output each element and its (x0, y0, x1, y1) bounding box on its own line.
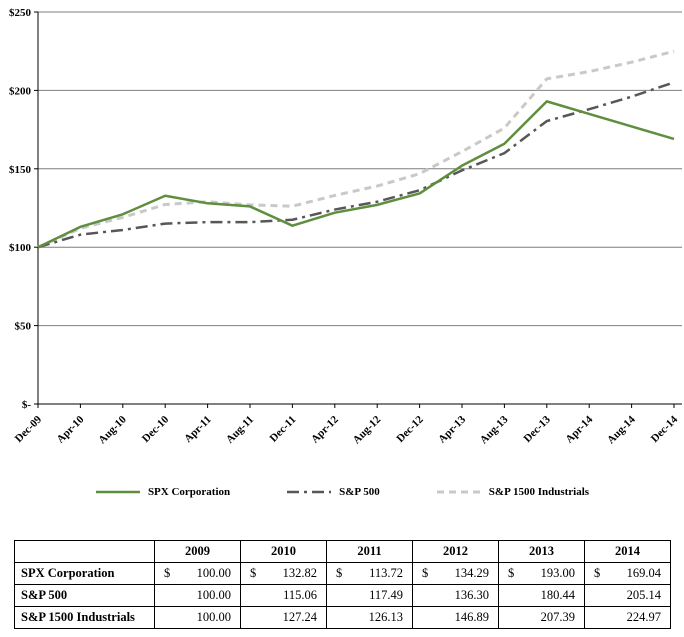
table-row: S&P 500 100.00 115.06 117.49 136.30 180.… (14, 584, 671, 607)
currency-symbol: $ (250, 566, 257, 580)
table-value: 193.00 (540, 566, 575, 580)
table-value: 169.04 (626, 566, 661, 580)
table-value-cell: $100.00 (154, 562, 241, 585)
x-axis-label: Dec-11 (268, 414, 299, 445)
series-line-s-p-1500-industrials (37, 49, 675, 249)
y-axis-label: $250 (9, 7, 32, 19)
performance-chart: $- $50 $100 $150 $200 $250 Dec-09 Apr-10 Aug-10 D… (9, 7, 682, 446)
table-value-cell: 136.30 (412, 584, 499, 607)
x-axis-label: Apr-13 (436, 413, 468, 445)
table-value-cell: 126.13 (326, 606, 413, 629)
table-header-cell: 2014 (584, 540, 671, 563)
y-axis-label: $150 (9, 164, 32, 176)
table-row: S&P 1500 Industrials 100.00 127.24 126.1… (14, 606, 671, 629)
table-value-cell: $113.72 (326, 562, 413, 585)
legend-item: S&P 1500 Industrials (436, 486, 589, 498)
table-value: 100.00 (196, 566, 231, 580)
x-axis-label: Dec-10 (140, 413, 172, 445)
series-line-spx-corporation (37, 100, 675, 249)
legend-label: S&P 500 (339, 486, 380, 498)
x-axis-label: Apr-14 (563, 413, 595, 445)
table-area: 2009 2010 2011 2012 2013 2014 SPX Corpor… (14, 540, 671, 629)
legend-line-swatch (95, 490, 140, 494)
table-header-cell (14, 540, 155, 563)
performance-table: 2009 2010 2011 2012 2013 2014 SPX Corpor… (14, 540, 671, 629)
table-value-cell: $134.29 (412, 562, 499, 585)
currency-symbol: $ (422, 566, 429, 580)
x-axis-label: Dec-12 (394, 413, 426, 445)
table-header-cell: 2009 (154, 540, 241, 563)
x-axis-label: Dec-09 (13, 413, 45, 445)
y-axis-label: $50 (15, 321, 32, 333)
table-value: 113.72 (369, 566, 403, 580)
x-axis-label: Aug-10 (96, 413, 129, 446)
table-value-cell: 100.00 (154, 584, 241, 607)
table-value-cell: 146.89 (412, 606, 499, 629)
legend: SPX Corporation S&P 500 S&P 1500 Industria… (0, 486, 684, 498)
x-axis-label: Aug-13 (478, 413, 511, 446)
table-value-cell: 180.44 (498, 584, 585, 607)
x-axis-label: Apr-12 (309, 413, 341, 445)
y-axis-label: $- (22, 399, 32, 411)
table-value-cell: 205.14 (584, 584, 671, 607)
table-header-cell: 2013 (498, 540, 585, 563)
currency-symbol: $ (164, 566, 171, 580)
table-row-label: S&P 500 (14, 584, 155, 607)
legend-label: SPX Corporation (147, 486, 231, 498)
chart-area: $- $50 $100 $150 $200 $250 Dec-09 Apr-10 Aug-10 D… (0, 7, 684, 498)
x-axis-label: Apr-11 (182, 414, 214, 446)
table-value-cell: $193.00 (498, 562, 585, 585)
currency-symbol: $ (594, 566, 601, 580)
legend-line-swatch (436, 490, 481, 494)
table-value-cell: 115.06 (240, 584, 327, 607)
x-axis-label: Dec-13 (522, 413, 554, 445)
table-value-cell: 100.00 (154, 606, 241, 629)
x-axis-label: Apr-10 (55, 413, 87, 445)
legend-label: S&P 1500 Industrials (488, 486, 590, 498)
table-header-cell: 2012 (412, 540, 499, 563)
table-value-cell: $132.82 (240, 562, 327, 585)
y-axis-label: $100 (9, 242, 32, 254)
table-header-row: 2009 2010 2011 2012 2013 2014 (14, 540, 671, 563)
table-value-cell: 224.97 (584, 606, 671, 629)
table-value-cell: $169.04 (584, 562, 671, 585)
table-value-cell: 117.49 (326, 584, 413, 607)
table-value: 134.29 (454, 566, 489, 580)
legend-line-swatch (287, 490, 332, 494)
x-axis-label: Aug-11 (224, 414, 256, 446)
table-row-label: SPX Corporation (14, 562, 155, 585)
currency-symbol: $ (508, 566, 515, 580)
table-value-cell: 127.24 (240, 606, 327, 629)
table-row: SPX Corporation $100.00 $132.82 $113.72 … (14, 562, 671, 585)
series-line-s-p-500 (37, 81, 675, 249)
table-value-cell: 207.39 (498, 606, 585, 629)
table-value: 132.82 (282, 566, 317, 580)
x-axis-label: Aug-12 (351, 413, 384, 446)
currency-symbol: $ (336, 566, 343, 580)
legend-item: S&P 500 (286, 486, 380, 498)
legend-item: SPX Corporation (95, 486, 230, 498)
y-axis-label: $200 (9, 85, 32, 97)
x-axis-label: Dec-14 (649, 413, 681, 445)
x-axis-label: Aug-14 (605, 413, 638, 446)
table-header-cell: 2010 (240, 540, 327, 563)
table-header-cell: 2011 (326, 540, 413, 563)
table-row-label: S&P 1500 Industrials (14, 606, 155, 629)
